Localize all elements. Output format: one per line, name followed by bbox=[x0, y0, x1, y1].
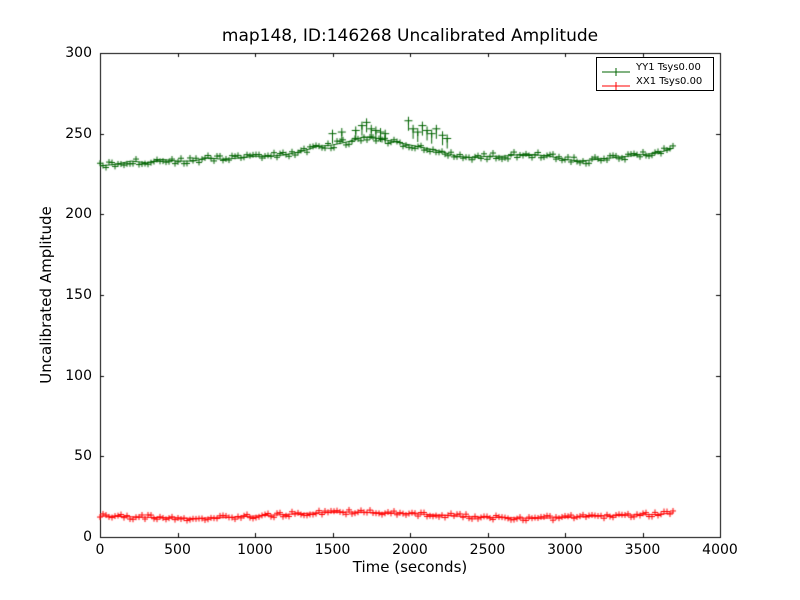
x-tick-label: 2000 bbox=[392, 542, 428, 558]
legend-entry-xx1: XX1 Tsys0.00 bbox=[601, 74, 709, 90]
x-tick-label: 4000 bbox=[702, 542, 738, 558]
legend-label-xx1: XX1 Tsys0.00 bbox=[636, 75, 703, 87]
x-tick-label: 2500 bbox=[469, 542, 506, 558]
chart-title: map148, ID:146268 Uncalibrated Amplitude bbox=[221, 26, 599, 46]
x-tick-label: 3000 bbox=[547, 542, 583, 558]
legend-marker-xx1 bbox=[601, 76, 631, 90]
x-tick-label: 0 bbox=[95, 542, 105, 558]
legend-entry-yy1: YY1 Tsys0.00 bbox=[601, 60, 709, 76]
x-tick-label: 1000 bbox=[237, 542, 273, 558]
y-tick-label: 150 bbox=[65, 287, 92, 303]
y-tick-label: 300 bbox=[65, 45, 92, 61]
x-axis-label: Time (seconds) bbox=[352, 558, 468, 576]
legend-marker-yy1 bbox=[601, 62, 631, 76]
y-tick-label: 200 bbox=[65, 206, 92, 223]
x-tick-label: 500 bbox=[164, 542, 191, 558]
y-tick-label: 0 bbox=[83, 529, 92, 545]
x-tick-label: 1500 bbox=[314, 542, 351, 558]
legend: YY1 Tsys0.00 XX1 Tsys0.00 bbox=[596, 57, 714, 91]
y-tick-label: 100 bbox=[65, 367, 92, 384]
legend-label-yy1: YY1 Tsys0.00 bbox=[636, 61, 701, 73]
y-tick-label: 50 bbox=[74, 448, 92, 465]
y-tick-label: 250 bbox=[65, 125, 92, 142]
x-tick-label: 3500 bbox=[624, 542, 661, 558]
